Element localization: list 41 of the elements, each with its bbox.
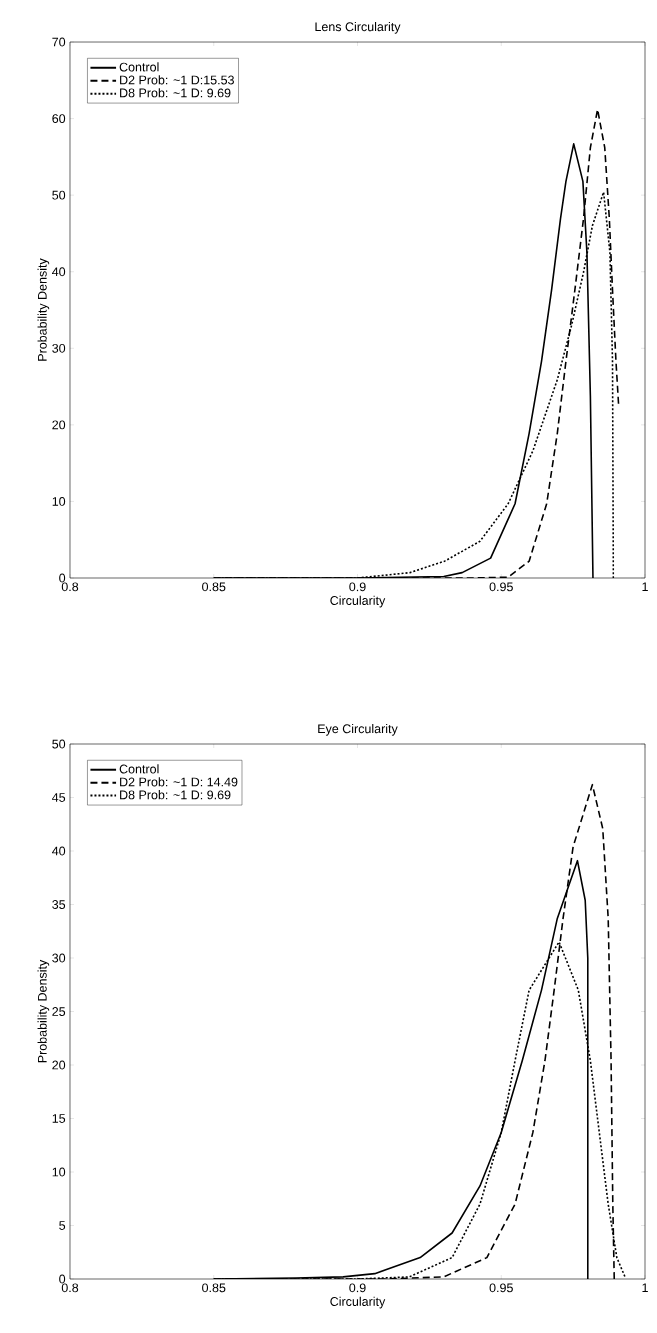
x-tick-label: 1 bbox=[642, 1283, 648, 1292]
x-tick-label: 0.8 bbox=[61, 1283, 79, 1293]
y-tick-label: 10 bbox=[52, 1167, 66, 1177]
legend-label: D8 Prob: ~1 D: 9.69 bbox=[120, 88, 231, 98]
x-tick-label: 0.85 bbox=[202, 1283, 226, 1293]
legend-label: D2 Prob: ~1 D:15.53 bbox=[120, 75, 234, 85]
y-tick-label: 15 bbox=[52, 1114, 66, 1123]
y-tick-label: 20 bbox=[52, 1060, 66, 1070]
y-tick-label: 30 bbox=[52, 343, 66, 353]
x-tick-label: 0.95 bbox=[489, 1283, 513, 1293]
y-tick-label: 20 bbox=[52, 420, 66, 430]
y-tick-label: 45 bbox=[52, 793, 66, 802]
y-tick-label: 70 bbox=[52, 37, 66, 47]
x-tick-label: 1 bbox=[642, 582, 648, 591]
y-tick-label: 10 bbox=[52, 497, 66, 506]
y-tick-label: 30 bbox=[52, 953, 66, 963]
legend-label: Control bbox=[119, 62, 159, 72]
y-tick-label: 40 bbox=[52, 267, 66, 277]
y-tick-label: 40 bbox=[52, 846, 66, 856]
y-tick-label: 25 bbox=[52, 1007, 66, 1016]
y-axis-title: Probability Density bbox=[37, 959, 50, 1063]
y-tick-label: 0 bbox=[59, 1274, 66, 1284]
legend-label: Control bbox=[119, 764, 159, 774]
y-tick-label: 50 bbox=[52, 190, 66, 200]
x-axis-title: Circularity bbox=[330, 1296, 386, 1309]
x-tick-label: 0.85 bbox=[202, 582, 226, 592]
chart-title: Lens Circularity bbox=[315, 21, 401, 34]
legend-label: D8 Prob: ~1 D: 9.69 bbox=[120, 790, 231, 800]
legend-label: D2 Prob: ~1 D: 14.49 bbox=[120, 777, 238, 787]
y-tick-label: 35 bbox=[52, 900, 66, 909]
x-tick-label: 0.8 bbox=[61, 582, 79, 592]
y-tick-label: 0 bbox=[59, 573, 66, 583]
x-axis-title: Circularity bbox=[330, 595, 386, 608]
x-tick-label: 0.9 bbox=[349, 1283, 366, 1293]
y-axis-title: Probability Density bbox=[37, 258, 50, 361]
chart-title: Eye Circularity bbox=[318, 723, 398, 736]
y-tick-label: 50 bbox=[52, 739, 66, 749]
x-tick-label: 0.95 bbox=[489, 582, 513, 592]
y-tick-label: 5 bbox=[59, 1221, 66, 1230]
x-tick-label: 0.9 bbox=[349, 582, 366, 592]
y-tick-label: 60 bbox=[52, 114, 66, 124]
